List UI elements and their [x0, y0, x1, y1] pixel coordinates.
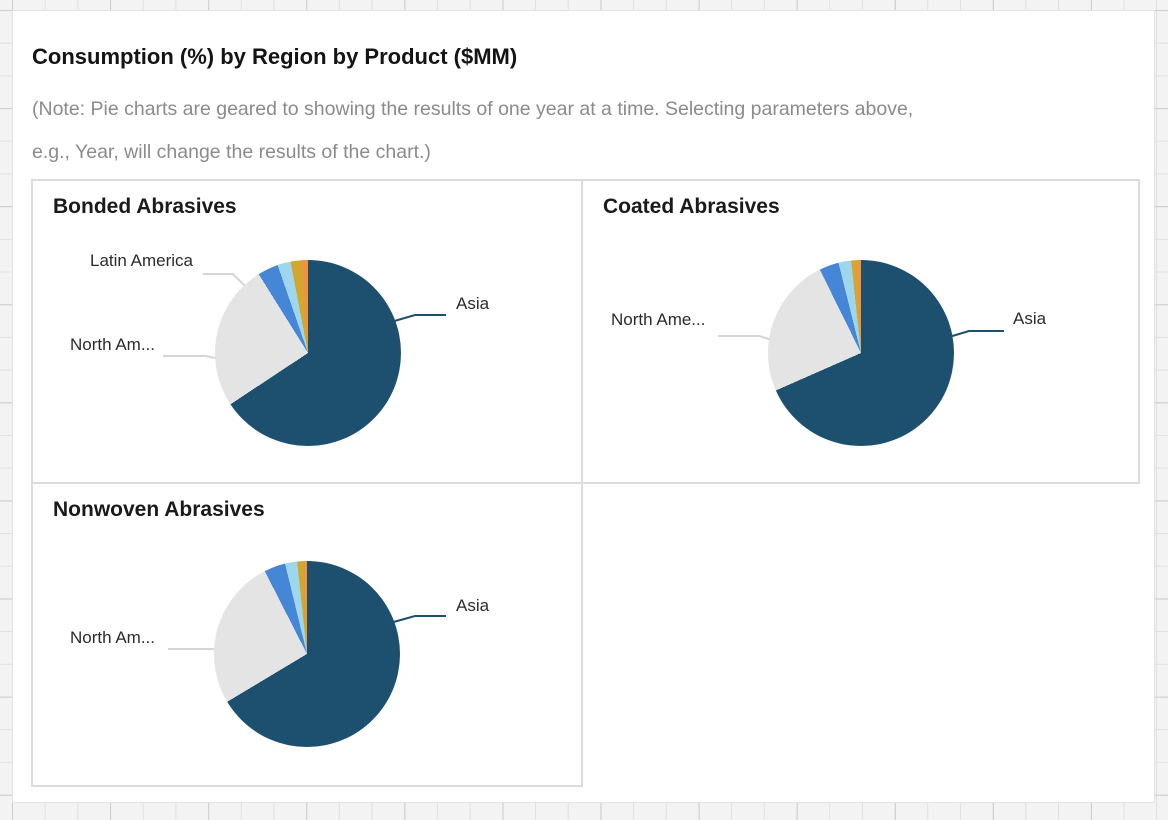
- note-line-1: (Note: Pie charts are geared to showing …: [32, 98, 914, 120]
- callout-label-north-america: North Ame...: [611, 310, 706, 329]
- chart-title-coated: Coated Abrasives: [603, 195, 780, 218]
- callout-label-asia: Asia: [1013, 309, 1047, 328]
- page-title: Consumption (%) by Region by Product ($M…: [32, 44, 518, 69]
- callout-label-asia: Asia: [456, 294, 490, 313]
- pie-coated-abrasives[interactable]: [768, 260, 954, 446]
- leader-north-america: [718, 335, 773, 341]
- chart-title-bonded: Bonded Abrasives: [53, 195, 237, 218]
- leader-latin-america: [203, 273, 247, 288]
- chart-grid: Bonded Abrasives Latin America North Am.…: [31, 179, 1140, 787]
- leader-north-america: [163, 355, 221, 360]
- callout-label-north-america: North Am...: [69, 628, 155, 647]
- leader-asia: [389, 615, 446, 624]
- leader-asia: [390, 314, 446, 323]
- note-line-2: e.g., Year, will change the results of t…: [32, 141, 431, 163]
- callout-label-latin-america: Latin America: [90, 251, 193, 270]
- callout-label-north-america: North Am...: [69, 335, 155, 354]
- chart-panel-nonwoven-abrasives: Nonwoven Abrasives North Am... Asia: [31, 482, 583, 787]
- chart-panel-coated-abrasives: Coated Abrasives North Ame... Asia: [581, 179, 1140, 484]
- dashboard-card: Consumption (%) by Region by Product ($M…: [12, 10, 1155, 803]
- chart-title-nonwoven: Nonwoven Abrasives: [53, 498, 265, 521]
- pie-bonded-abrasives[interactable]: [215, 260, 401, 446]
- pie-nonwoven-abrasives[interactable]: [214, 561, 400, 747]
- chart-panel-bonded-abrasives: Bonded Abrasives Latin America North Am.…: [31, 179, 583, 484]
- dashboard-note: (Note: Pie charts are geared to showing …: [32, 88, 1142, 174]
- leader-asia: [948, 330, 1004, 338]
- callout-label-asia: Asia: [456, 596, 490, 615]
